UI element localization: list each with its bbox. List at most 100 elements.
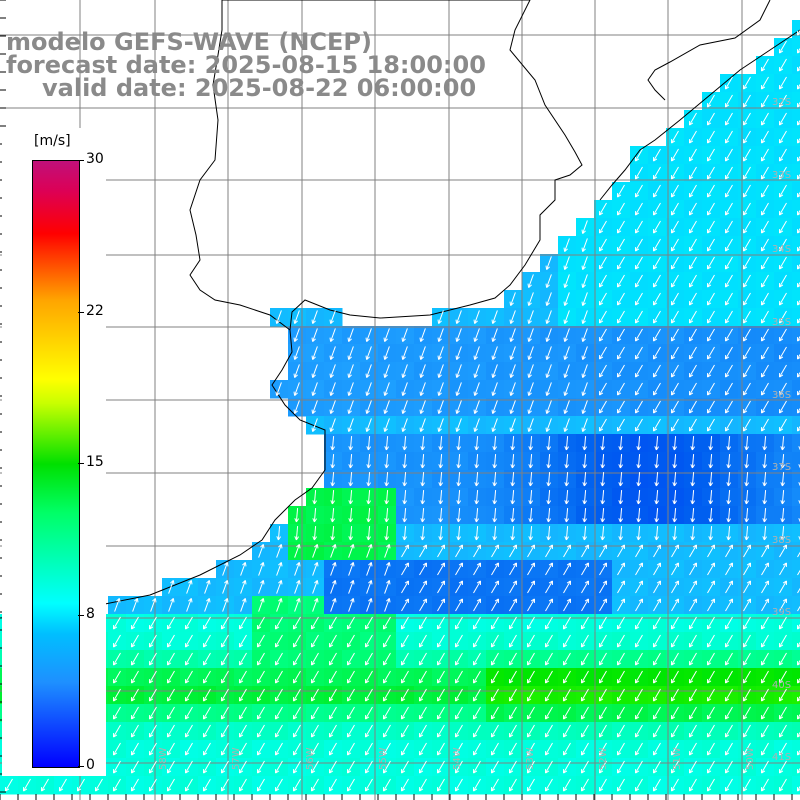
wind-arrow <box>743 418 751 432</box>
wind-arrow <box>528 507 534 523</box>
wind-arrow <box>671 652 679 666</box>
wind-arrow <box>599 580 607 594</box>
wind-arrow <box>726 525 732 541</box>
wind-arrow <box>401 634 409 648</box>
wind-arrow <box>725 94 733 108</box>
wind-arrow <box>653 148 661 162</box>
wind-arrow <box>330 525 336 541</box>
wind-arrow <box>635 382 643 396</box>
wind-arrow <box>455 400 462 414</box>
wind-speed-cell <box>792 704 800 723</box>
wind-arrow <box>149 634 157 648</box>
wind-arrow <box>365 616 373 630</box>
wind-arrow <box>779 76 787 90</box>
wind-arrow <box>275 634 283 648</box>
wind-arrow <box>635 688 643 702</box>
wind-arrow <box>617 562 625 576</box>
wind-arrow <box>653 688 661 702</box>
wind-arrow <box>779 706 787 720</box>
wind-arrow <box>239 706 247 720</box>
wind-arrow <box>653 310 661 324</box>
wind-arrow <box>707 400 715 414</box>
longitude-label: 55W <box>378 747 389 770</box>
wind-arrow <box>635 256 643 270</box>
wind-arrow <box>293 724 301 738</box>
wind-arrow <box>384 453 390 469</box>
wind-arrow <box>581 688 589 702</box>
wind-arrow <box>797 767 800 774</box>
wind-arrow <box>672 489 678 505</box>
wind-arrow <box>671 310 679 324</box>
wind-arrow <box>761 382 769 396</box>
wind-arrow <box>329 778 337 792</box>
wind-arrow <box>221 652 229 666</box>
wind-arrow <box>401 346 408 360</box>
wind-arrow <box>707 184 715 198</box>
wind-arrow <box>653 652 661 666</box>
wind-arrow <box>599 544 607 558</box>
colorbar-tick-label: 8 <box>86 606 95 622</box>
wind-arrow <box>131 778 139 792</box>
wind-arrow <box>599 706 607 720</box>
wind-arrow <box>761 328 769 342</box>
wind-arrow <box>707 112 715 126</box>
wind-arrow <box>725 634 733 648</box>
wind-arrow <box>257 616 265 630</box>
wind-arrow <box>456 525 462 541</box>
wind-arrow <box>437 688 445 702</box>
wind-arrow <box>473 760 481 774</box>
wind-arrow <box>545 688 553 702</box>
wind-arrow <box>420 489 426 505</box>
wind-arrow <box>708 525 714 541</box>
wind-arrow <box>438 525 444 541</box>
wind-arrow <box>365 418 372 432</box>
wind-arrow <box>510 471 516 487</box>
wind-arrow <box>384 489 390 505</box>
wind-arrow <box>707 418 715 432</box>
wind-arrow <box>239 634 247 648</box>
latitude-label: 35S <box>772 317 791 328</box>
wind-arrow <box>527 292 534 306</box>
wind-arrow <box>330 562 337 576</box>
wind-arrow <box>581 724 589 738</box>
wind-arrow <box>293 670 301 684</box>
wind-arrow <box>600 525 606 541</box>
wind-arrow <box>383 616 391 630</box>
wind-arrow <box>366 471 372 487</box>
wind-arrow <box>672 525 678 541</box>
wind-arrow <box>132 598 139 612</box>
wind-arrow <box>59 778 67 792</box>
wind-arrow <box>419 346 426 360</box>
wind-arrow <box>635 292 643 306</box>
wind-arrow <box>384 435 390 451</box>
wind-arrow <box>329 724 337 738</box>
wind-arrow <box>725 112 733 126</box>
wind-arrow <box>437 400 444 414</box>
wind-arrow <box>725 598 733 612</box>
wind-speed-cell <box>792 236 800 255</box>
wind-arrow <box>545 670 553 684</box>
wind-speed-cell <box>792 362 800 381</box>
wind-arrow <box>365 400 372 414</box>
wind-arrow <box>564 453 570 469</box>
wind-arrow <box>599 634 607 648</box>
wind-arrow <box>527 634 535 648</box>
wind-arrow <box>329 328 336 342</box>
wind-arrow <box>491 760 499 774</box>
wind-arrow <box>671 724 679 738</box>
wind-arrow <box>653 706 661 720</box>
wind-arrow <box>168 598 175 612</box>
wind-arrow <box>455 778 463 792</box>
wind-arrow <box>167 688 175 702</box>
wind-arrow <box>581 238 588 252</box>
wind-arrow <box>725 418 733 432</box>
wind-arrow <box>671 544 679 558</box>
wind-arrow <box>149 652 157 666</box>
wind-speed-cell <box>792 776 800 795</box>
wind-speed-field <box>0 20 800 795</box>
wind-arrow <box>761 364 769 378</box>
wind-arrow <box>437 346 444 360</box>
wind-arrow <box>221 688 229 702</box>
wind-arrow <box>366 598 373 612</box>
